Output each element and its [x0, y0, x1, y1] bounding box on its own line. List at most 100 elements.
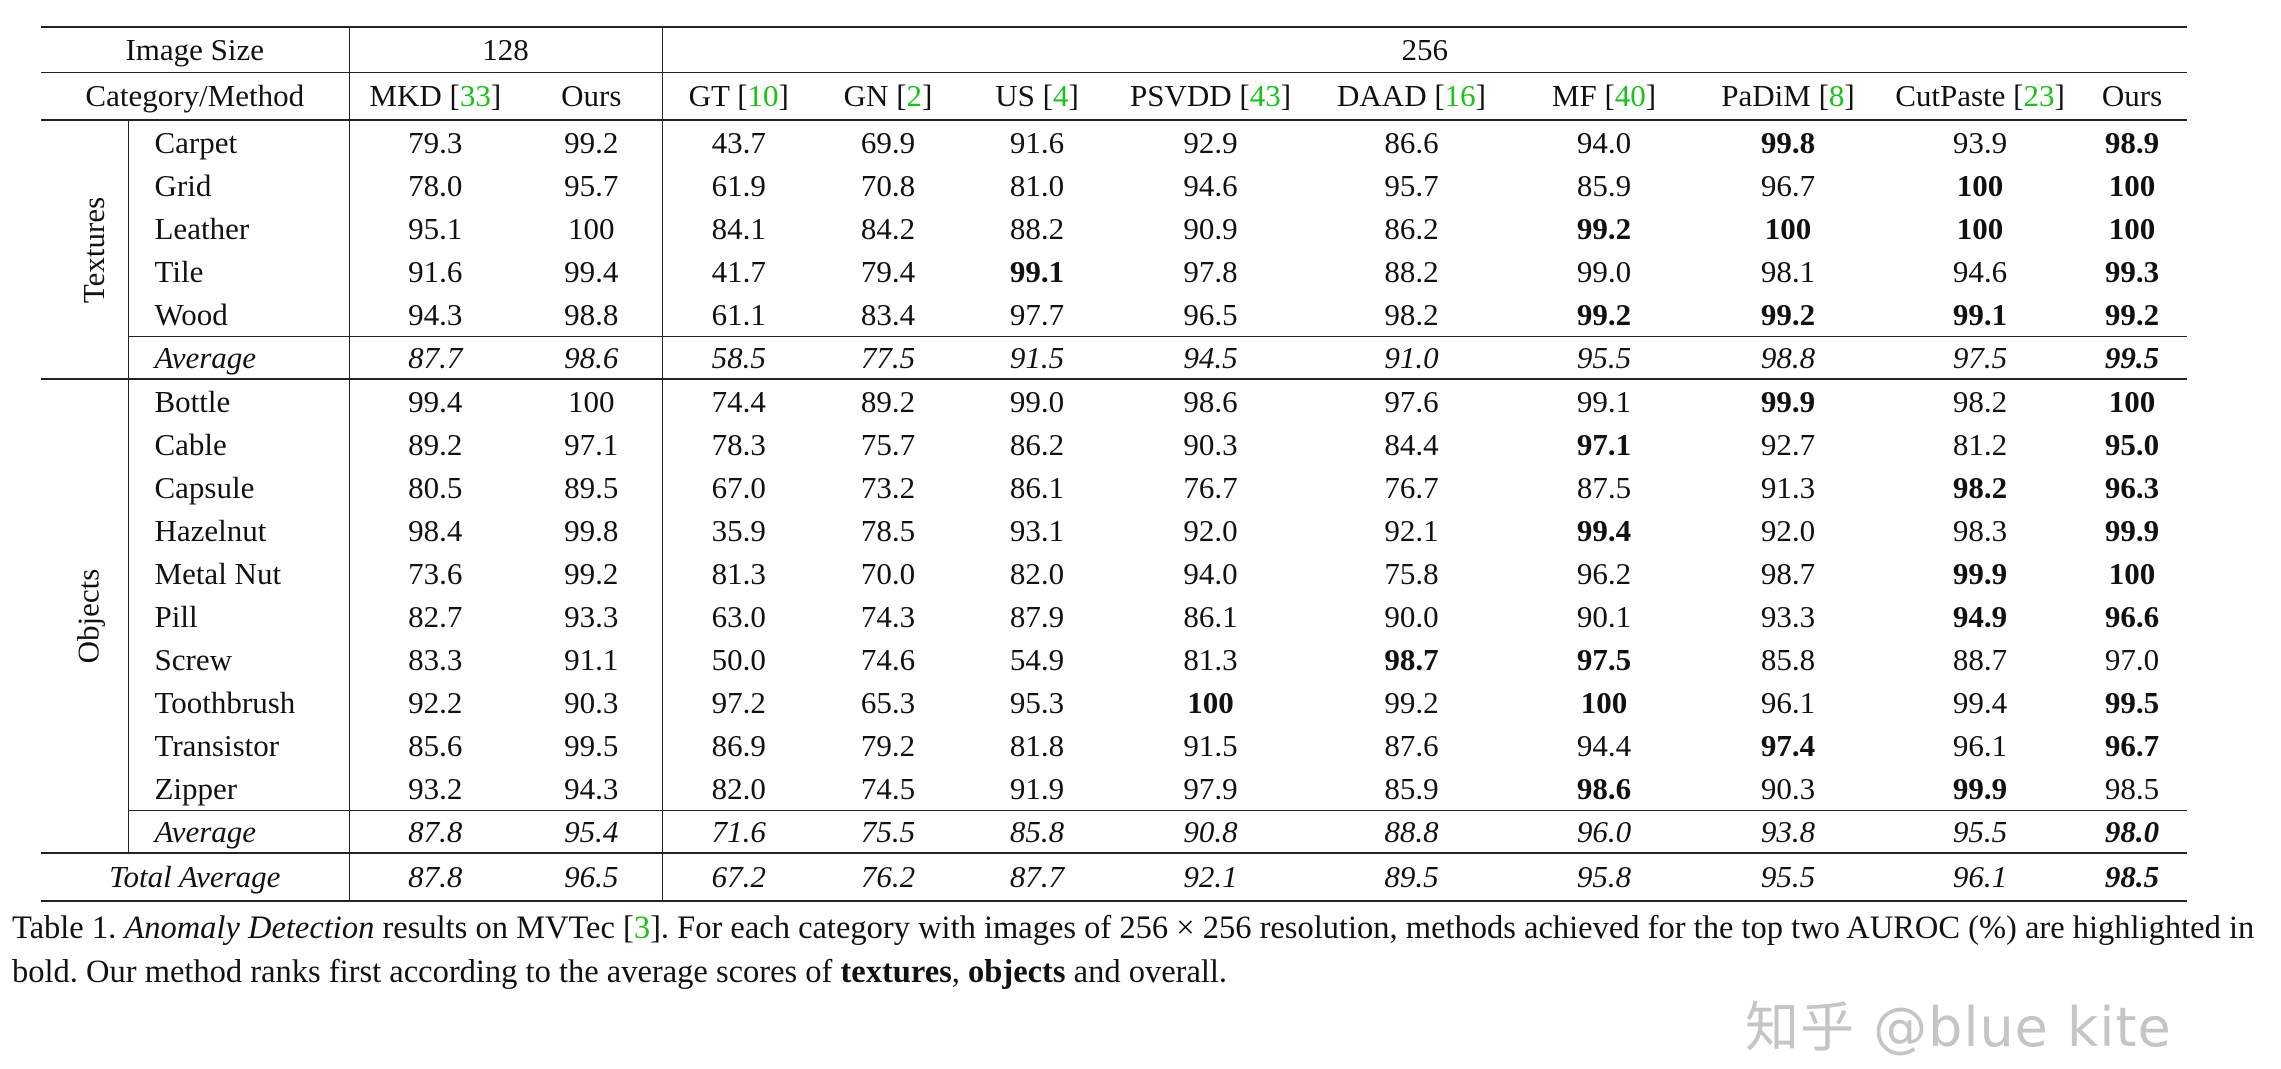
- value-cell: 99.0: [961, 378, 1114, 423]
- method-header-padim: PaDiM [8]: [1693, 72, 1884, 121]
- value-cell: 92.7: [1760, 426, 1816, 462]
- caption-part1: results on MVTec [: [374, 910, 634, 946]
- value-cell: 93.9: [1952, 124, 2008, 160]
- value-cell: 99.2: [2104, 296, 2160, 332]
- value-cell: 98.6: [1113, 378, 1309, 423]
- value-cell: 99.4: [564, 253, 619, 289]
- citation-link[interactable]: 2: [906, 78, 923, 113]
- value-cell: 98.3: [1952, 512, 2008, 548]
- value-cell: 43.7: [661, 120, 816, 164]
- value-cell: 71.6: [661, 810, 816, 853]
- value-cell: 99.4: [1576, 512, 1632, 548]
- row-name: Bottle: [128, 378, 350, 423]
- value-cell: 96.7: [1760, 167, 1816, 203]
- row-name: Grid: [154, 167, 212, 203]
- value-cell: 70.8: [860, 167, 916, 203]
- value-cell: 99.3: [2104, 253, 2160, 289]
- value-cell: 100: [2108, 167, 2156, 203]
- row-name: Average: [128, 336, 350, 379]
- value-cell: 99.0: [1576, 253, 1632, 289]
- citation-link[interactable]: 33: [459, 78, 491, 113]
- value-cell: 88.2: [1384, 253, 1439, 289]
- citation-link[interactable]: 43: [1249, 78, 1281, 113]
- value-cell: 81.3: [661, 552, 816, 595]
- table-row: Capsule 80.5 89.5 67.0 73.2 86.1 76.7 76.7 87.5 9…: [41, 466, 2187, 509]
- table-row: Cable 89.2 97.1 78.3 75.7 86.2 90.3 84.4 97.1 92.…: [41, 423, 2187, 466]
- value-cell: 87.7: [348, 336, 522, 379]
- value-cell: 91.5: [1183, 727, 1238, 763]
- value-cell: 91.3: [1760, 469, 1816, 505]
- value-cell: 78.0: [348, 164, 522, 207]
- average-row: Average 87.7 98.6 58.5 77.5 91.5 94.5 91.0 95.5 9…: [41, 336, 2188, 379]
- value-cell: 98.0: [2077, 810, 2188, 853]
- value-cell: 77.5: [815, 336, 962, 379]
- value-cell: 94.3: [348, 293, 522, 337]
- method-name: GN: [843, 78, 889, 113]
- value-cell: 94.3: [564, 770, 619, 806]
- value-cell: 86.6: [1384, 124, 1439, 160]
- value-cell: 98.7: [1384, 641, 1439, 677]
- value-cell: 100: [2077, 378, 2188, 423]
- row-name: Capsule: [154, 469, 255, 505]
- value-cell: 58.5: [661, 336, 816, 379]
- value-cell: 99.4: [1952, 684, 2008, 720]
- value-cell: 93.1: [1009, 512, 1065, 548]
- citation-link[interactable]: 23: [2023, 78, 2055, 113]
- value-cell: 54.9: [1009, 641, 1065, 677]
- value-cell: 67.2: [661, 852, 816, 902]
- value-cell: 100: [2108, 210, 2156, 246]
- size-256-header: 256: [661, 26, 2188, 73]
- value-cell: 99.2: [1384, 684, 1439, 720]
- watermark: 知乎 @blue kite: [1745, 996, 2172, 1059]
- method-header-mkd: MKD [33]: [348, 72, 522, 121]
- row-name: Hazelnut: [154, 512, 267, 548]
- value-cell: 100: [521, 378, 663, 423]
- value-cell: 91.6: [1009, 124, 1065, 160]
- value-cell: 98.8: [564, 296, 619, 332]
- value-cell: 79.2: [860, 727, 916, 763]
- value-cell: 84.4: [1384, 426, 1439, 462]
- value-cell: 74.6: [860, 641, 916, 677]
- citation-link[interactable]: 40: [1614, 78, 1646, 113]
- citation-link[interactable]: 10: [747, 78, 779, 113]
- value-cell: 94.5: [1113, 336, 1309, 379]
- row-name: Pill: [154, 598, 198, 634]
- value-cell: 90.3: [1760, 770, 1816, 806]
- method-name: DAAD: [1337, 78, 1427, 113]
- value-cell: 69.9: [860, 124, 916, 160]
- value-cell: 96.7: [2104, 727, 2160, 763]
- value-cell: 95.1: [348, 207, 522, 250]
- value-cell: 82.0: [1009, 555, 1065, 591]
- table-row: Hazelnut 98.4 99.8 35.9 78.5 93.1 92.0 92.1 99.4…: [41, 509, 2187, 552]
- average-row: Average 87.8 95.4 71.6 75.5 85.8 90.8 88.8 96.0 9…: [41, 810, 2188, 853]
- caption-citation-link[interactable]: 3: [633, 910, 651, 946]
- value-cell: 100: [1764, 210, 1812, 246]
- citation-link[interactable]: 4: [1052, 78, 1069, 113]
- value-cell: 79.3: [348, 120, 522, 164]
- value-cell: 91.9: [1009, 770, 1065, 806]
- group-label-cell: Textures: [41, 120, 129, 379]
- value-cell: 98.8: [1693, 336, 1884, 379]
- citation-link[interactable]: 8: [1828, 78, 1845, 113]
- value-cell: 92.9: [1183, 124, 1238, 160]
- value-cell: 87.6: [1384, 727, 1439, 763]
- table-caption: Table 1. Anomaly Detection results on MV…: [12, 906, 2272, 994]
- value-cell: 99.5: [2104, 684, 2160, 720]
- value-cell: 75.5: [815, 810, 962, 853]
- value-cell: 99.2: [564, 124, 619, 160]
- method-name: CutPaste: [1895, 78, 2006, 113]
- method-header-gn: GN [2]: [815, 72, 962, 121]
- method-header-daad: DAAD [16]: [1308, 72, 1516, 121]
- citation-link[interactable]: 16: [1444, 78, 1476, 113]
- value-cell: 90.1: [1576, 598, 1632, 634]
- value-cell: 93.3: [564, 598, 619, 634]
- method-name: PSVDD: [1129, 78, 1232, 113]
- value-cell: 86.9: [661, 724, 816, 767]
- caption-part2: ]. For each category with images of 256 …: [12, 910, 2255, 990]
- value-cell: 92.0: [1183, 512, 1238, 548]
- caption-suffix: and overall.: [1065, 954, 1228, 990]
- value-cell: 95.0: [2104, 426, 2160, 462]
- value-cell: 87.7: [961, 852, 1114, 902]
- table-row: Screw 83.3 91.1 50.0 74.6 54.9 81.3 98.7 97.5 85.…: [41, 638, 2187, 681]
- value-cell: 94.4: [1576, 727, 1632, 763]
